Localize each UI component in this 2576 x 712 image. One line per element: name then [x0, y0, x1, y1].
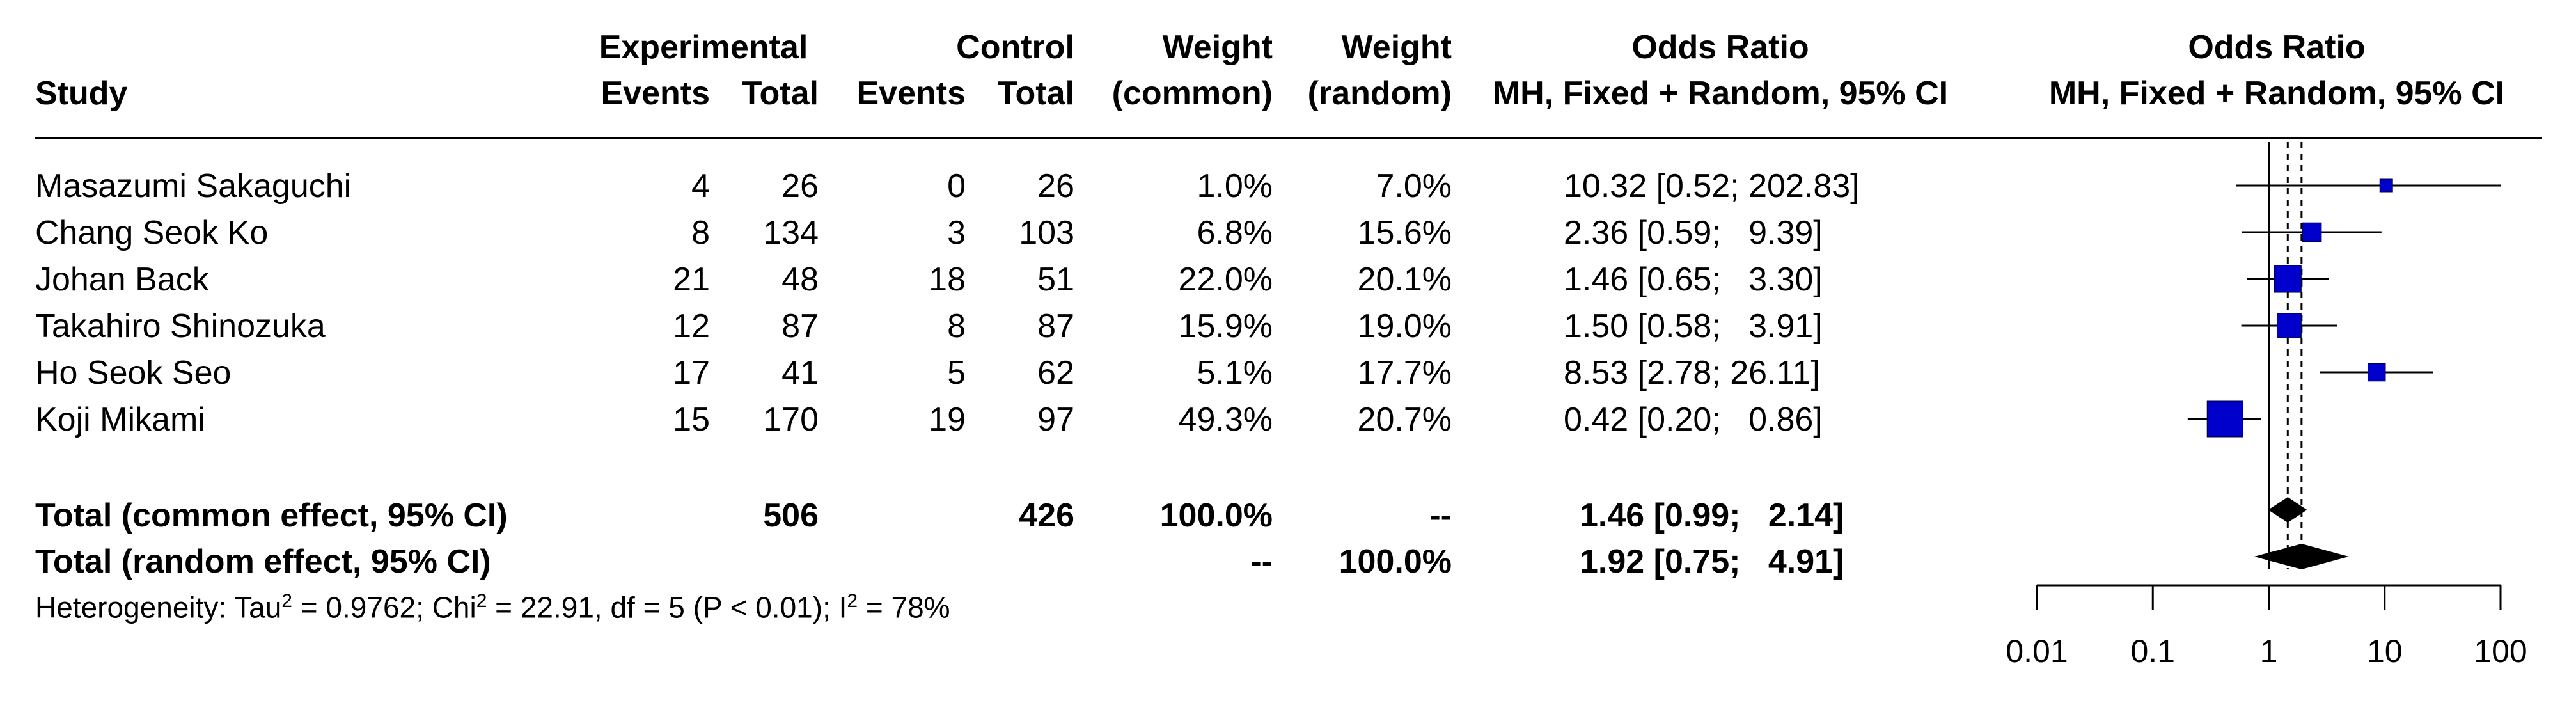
study-name: Chang Seok Ko	[35, 214, 269, 251]
header-ctrl-events: Events	[856, 75, 966, 112]
exp-events: 17	[673, 354, 710, 392]
study-name: Johan Back	[35, 261, 209, 298]
exp-events: 12	[673, 308, 710, 345]
total-common-exp-total: 506	[763, 497, 819, 534]
study-box	[2379, 178, 2393, 193]
study-name: Masazumi Sakaguchi	[35, 168, 352, 205]
common-effect-diamond	[2268, 497, 2307, 523]
study-box	[2274, 265, 2302, 293]
total-random-label: Total (random effect, 95% CI)	[35, 543, 491, 580]
total-random-weight-random: 100.0%	[1339, 543, 1452, 580]
study-box	[2206, 400, 2243, 438]
total-random-or: 1.92 [0.75; 4.91]	[1580, 543, 1844, 580]
study-box	[2302, 222, 2322, 242]
odds-ratio-ci: 1.46 [0.65; 3.30]	[1564, 261, 1823, 298]
header-weight-random: Weight	[1341, 29, 1452, 66]
ctrl-total: 26	[1037, 168, 1074, 205]
exp-events: 8	[691, 214, 710, 251]
exp-total: 87	[781, 308, 819, 345]
x-tick-label: 0.01	[2006, 633, 2068, 669]
ctrl-events: 0	[947, 168, 966, 205]
ctrl-total: 62	[1037, 354, 1074, 392]
header-plot-method: MH, Fixed + Random, 95% CI	[2048, 75, 2505, 112]
study-box	[2276, 313, 2302, 338]
weight-common: 1.0%	[1197, 168, 1273, 205]
total-common-label: Total (common effect, 95% CI)	[35, 497, 508, 534]
weight-random: 20.7%	[1357, 401, 1452, 438]
study-name: Ho Seok Seo	[35, 354, 232, 392]
heterogeneity-text: Heterogeneity: Tau2 = 0.9762; Chi2 = 22.…	[35, 590, 950, 624]
total-random-weight-common: --	[1250, 543, 1273, 580]
header-odds-ratio: Odds Ratio	[1631, 29, 1809, 66]
odds-ratio-ci: 1.50 [0.58; 3.91]	[1564, 308, 1823, 345]
header-experimental: Experimental	[599, 29, 808, 66]
x-tick-label: 100	[2474, 633, 2527, 669]
weight-common: 22.0%	[1178, 261, 1273, 298]
weight-random: 20.1%	[1357, 261, 1452, 298]
header-divider	[35, 137, 2542, 139]
header-control: Control	[956, 29, 1074, 66]
exp-total: 41	[781, 354, 819, 392]
weight-random: 7.0%	[1376, 168, 1452, 205]
weight-common: 49.3%	[1178, 401, 1273, 438]
exp-events: 4	[691, 168, 710, 205]
ctrl-total: 87	[1037, 308, 1074, 345]
odds-ratio-ci: 10.32 [0.52; 202.83]	[1564, 168, 1860, 205]
exp-total: 48	[781, 261, 819, 298]
exp-total: 170	[763, 401, 819, 438]
weight-random: 17.7%	[1357, 354, 1452, 392]
header-common: (common)	[1111, 75, 1273, 112]
odds-ratio-ci: 2.36 [0.59; 9.39]	[1564, 214, 1823, 251]
ctrl-events: 19	[929, 401, 966, 438]
study-name: Koji Mikami	[35, 401, 205, 438]
exp-events: 21	[673, 261, 710, 298]
x-tick-label: 0.1	[2130, 633, 2175, 669]
ctrl-total: 97	[1037, 401, 1074, 438]
exp-total: 26	[781, 168, 819, 205]
ctrl-total: 51	[1037, 261, 1074, 298]
weight-common: 15.9%	[1178, 308, 1273, 345]
weight-common: 6.8%	[1197, 214, 1273, 251]
study-name: Takahiro Shinozuka	[35, 308, 326, 345]
total-common-weight-random: --	[1429, 497, 1452, 534]
random-effect-diamond	[2254, 544, 2349, 569]
weight-random: 15.6%	[1357, 214, 1452, 251]
study-box	[2367, 363, 2386, 382]
total-common-weight-common: 100.0%	[1159, 497, 1273, 534]
x-tick-label: 10	[2367, 633, 2403, 669]
total-common-ctrl-total: 426	[1019, 497, 1074, 534]
ctrl-events: 18	[929, 261, 966, 298]
odds-ratio-ci: 8.53 [2.78; 26.11]	[1564, 354, 1820, 392]
exp-events: 15	[673, 401, 710, 438]
weight-common: 5.1%	[1197, 354, 1273, 392]
header-ctrl-total: Total	[997, 75, 1074, 112]
header-weight-common: Weight	[1162, 29, 1273, 66]
header-study: Study	[35, 75, 128, 112]
header-method: MH, Fixed + Random, 95% CI	[1492, 75, 1949, 112]
x-tick-label: 1	[2260, 633, 2278, 669]
ctrl-total: 103	[1019, 214, 1074, 251]
ctrl-events: 3	[947, 214, 966, 251]
exp-total: 134	[763, 214, 819, 251]
weight-random: 19.0%	[1357, 308, 1452, 345]
total-common-or: 1.46 [0.99; 2.14]	[1580, 497, 1844, 534]
odds-ratio-ci: 0.42 [0.20; 0.86]	[1564, 401, 1823, 438]
header-random: (random)	[1307, 75, 1452, 112]
header-exp-events: Events	[601, 75, 710, 112]
ctrl-events: 8	[947, 308, 966, 345]
ctrl-events: 5	[947, 354, 966, 392]
header-exp-total: Total	[741, 75, 819, 112]
header-plot-odds-ratio: Odds Ratio	[2188, 29, 2366, 66]
